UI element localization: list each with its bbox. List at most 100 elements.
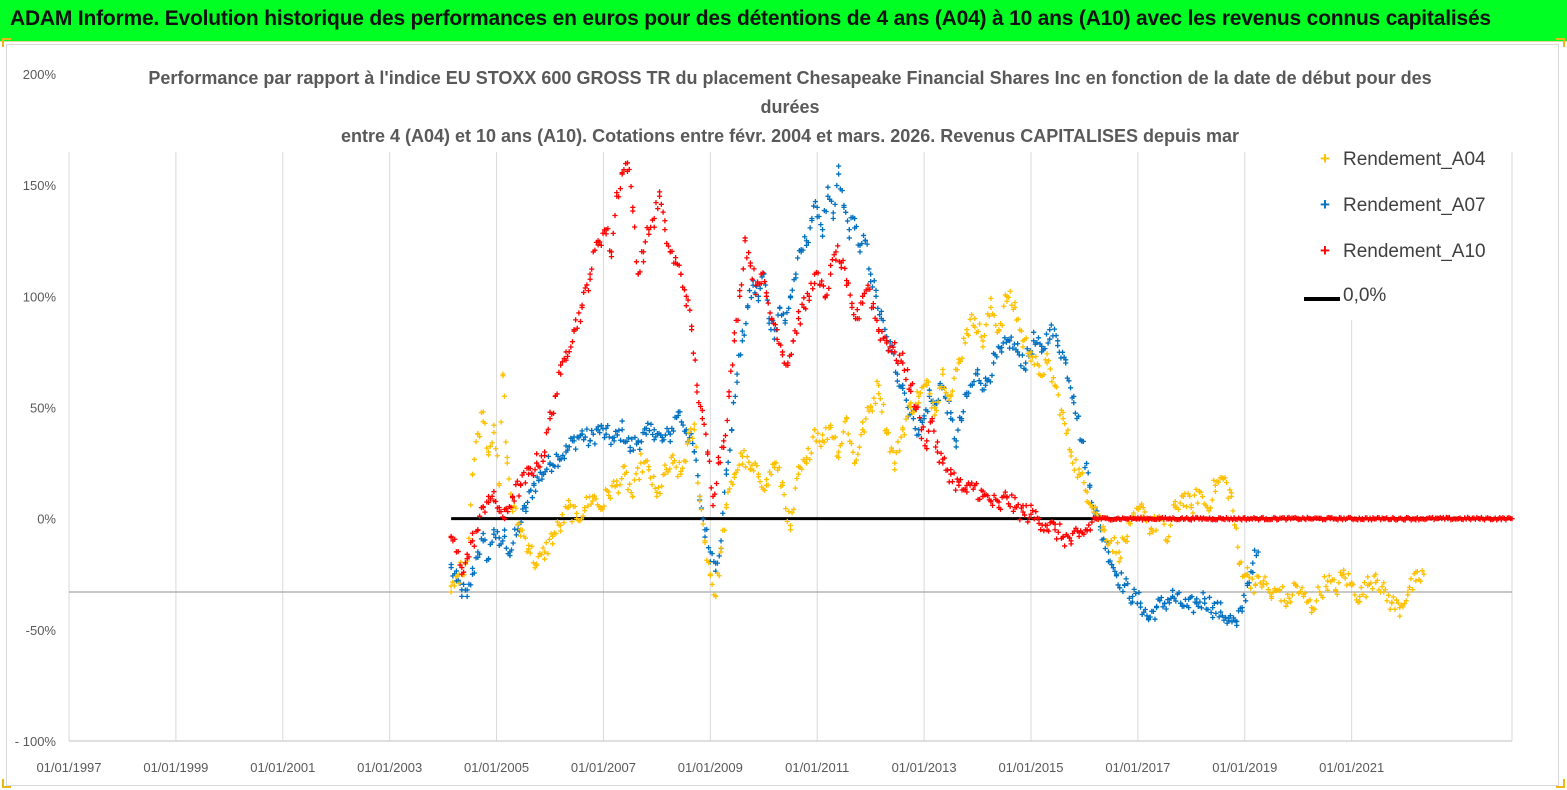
data-point — [1292, 582, 1299, 588]
data-point — [895, 439, 901, 445]
data-point — [1018, 328, 1024, 334]
data-point — [638, 451, 644, 457]
data-point — [1308, 609, 1315, 616]
data-point — [1031, 516, 1037, 522]
data-point — [980, 338, 986, 344]
data-point — [555, 453, 561, 460]
data-point — [1043, 331, 1050, 337]
data-point — [550, 541, 556, 547]
data-point — [460, 581, 467, 587]
data-point — [900, 382, 906, 388]
data-point — [471, 543, 477, 549]
data-point — [1418, 578, 1424, 584]
selection-handle-bottom-left[interactable] — [2, 779, 11, 788]
data-point — [503, 439, 509, 445]
data-point — [501, 533, 508, 540]
data-point — [914, 389, 920, 395]
data-point — [1342, 575, 1348, 581]
data-point — [1007, 288, 1013, 294]
data-point — [1026, 515, 1032, 521]
data-point — [587, 271, 593, 277]
data-point — [621, 167, 627, 173]
data-point — [1028, 349, 1034, 355]
data-point — [875, 305, 881, 311]
data-point — [1166, 600, 1173, 606]
data-point — [1191, 492, 1198, 498]
data-point — [753, 282, 759, 288]
data-point — [739, 453, 745, 460]
data-point — [835, 243, 841, 249]
selection-handle-top-left[interactable] — [2, 38, 11, 47]
data-point — [989, 502, 996, 508]
data-point — [948, 416, 954, 422]
data-point — [817, 282, 823, 288]
plus-marker-icon: + — [1320, 149, 1330, 168]
data-point — [574, 516, 580, 522]
data-point — [543, 430, 550, 436]
data-point — [903, 376, 909, 383]
data-point — [662, 471, 668, 477]
data-point — [819, 432, 826, 438]
selection-handle-top-right[interactable] — [1556, 38, 1565, 47]
data-point — [762, 487, 768, 493]
data-point — [860, 293, 866, 299]
data-point — [758, 271, 764, 277]
data-point — [518, 482, 524, 488]
data-point — [453, 549, 460, 555]
data-point — [563, 449, 569, 455]
data-point — [860, 232, 867, 239]
data-point — [764, 297, 770, 303]
data-point — [1284, 516, 1291, 522]
data-point — [649, 482, 655, 488]
data-point — [1246, 574, 1252, 580]
data-point — [721, 527, 728, 533]
data-point — [791, 506, 797, 512]
data-point — [459, 593, 465, 599]
data-point — [528, 487, 534, 493]
data-point — [918, 427, 925, 433]
data-point — [1052, 382, 1058, 388]
data-point — [731, 471, 737, 477]
data-point — [1264, 581, 1270, 587]
data-point — [766, 320, 772, 326]
data-point — [534, 460, 540, 466]
data-point — [667, 431, 673, 437]
data-point — [625, 435, 632, 441]
data-point — [957, 476, 964, 483]
data-point — [697, 493, 703, 500]
data-point — [513, 505, 519, 511]
data-point — [592, 441, 598, 447]
chart-title-line-2: durées — [760, 97, 820, 117]
data-point — [1057, 412, 1063, 418]
data-point — [1004, 293, 1010, 299]
data-point — [546, 536, 553, 542]
data-point — [665, 243, 672, 249]
data-point — [865, 282, 871, 288]
chart-title-line-1: Performance par rapport à l'indice EU ST… — [148, 68, 1432, 88]
data-point — [613, 428, 619, 434]
data-point — [999, 322, 1005, 329]
data-point — [482, 420, 488, 426]
data-point — [754, 283, 760, 289]
data-point — [1101, 536, 1107, 542]
data-point — [1135, 516, 1141, 522]
data-point — [1195, 500, 1201, 506]
data-point — [900, 427, 906, 433]
data-point — [619, 427, 625, 433]
data-point — [537, 464, 543, 470]
data-point — [809, 215, 815, 222]
data-point — [863, 416, 869, 422]
data-point — [739, 328, 745, 334]
data-point — [1165, 597, 1171, 603]
data-point — [710, 502, 716, 509]
data-point — [1081, 480, 1087, 486]
data-point — [838, 264, 844, 271]
data-point — [741, 448, 747, 454]
selection-handle-bottom-right[interactable] — [1556, 779, 1565, 788]
data-point — [721, 444, 727, 450]
data-point — [1084, 489, 1090, 495]
data-point — [652, 485, 658, 491]
data-point — [960, 409, 966, 415]
data-point — [749, 276, 755, 282]
data-point — [811, 427, 818, 433]
